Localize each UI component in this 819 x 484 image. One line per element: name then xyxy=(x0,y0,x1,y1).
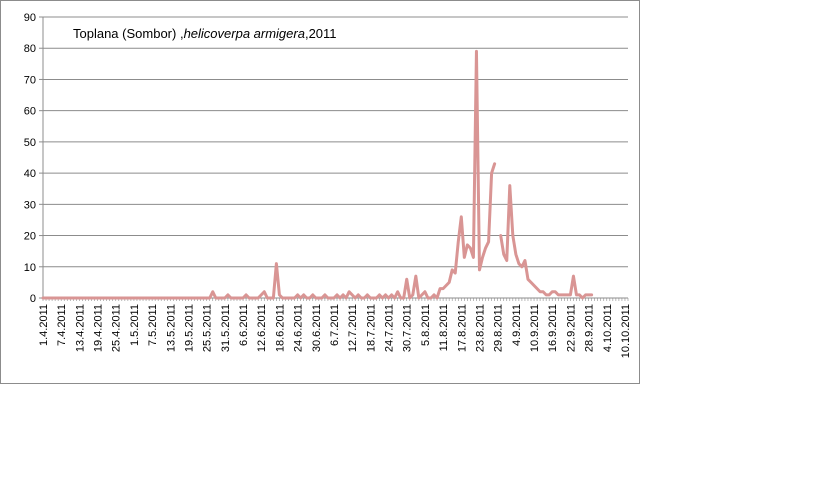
x-tick-label: 5.8.2011 xyxy=(420,304,432,346)
x-tick-label: 23.8.2011 xyxy=(474,304,486,352)
y-tick-label: 80 xyxy=(24,43,36,55)
y-tick-label: 70 xyxy=(24,74,36,86)
chart-title-species: helicoverpa armigera xyxy=(184,26,305,41)
y-tick-label: 20 xyxy=(24,231,36,243)
chart-title: Toplana (Sombor) ,helicoverpa armigera,2… xyxy=(73,26,337,41)
x-tick-label: 31.5.2011 xyxy=(220,304,232,352)
x-tick-label: 16.9.2011 xyxy=(547,304,559,352)
y-axis-ticks: 0 10 20 30 40 50 60 70 80 90 xyxy=(24,12,43,305)
x-tick-label: 25.5.2011 xyxy=(202,304,214,352)
x-tick-label: 13.5.2011 xyxy=(165,304,177,352)
chart-frame: 0 10 20 30 40 50 60 70 80 90 1.4.2011 7.4.2011 13.4… xyxy=(0,0,640,384)
x-tick-label: 30.6.2011 xyxy=(311,304,323,352)
y-tick-label: 40 xyxy=(24,168,36,180)
x-tick-label: 4.10.2011 xyxy=(602,304,614,352)
y-tick-label: 60 xyxy=(24,106,36,118)
x-tick-label: 10.9.2011 xyxy=(529,304,541,352)
x-tick-label: 29.8.2011 xyxy=(493,304,505,352)
x-tick-label: 1.5.2011 xyxy=(129,304,141,346)
x-tick-label: 7.5.2011 xyxy=(147,304,159,346)
series-line xyxy=(499,184,594,300)
x-tick-label: 6.6.2011 xyxy=(238,304,250,346)
x-tick-label: 13.4.2011 xyxy=(74,304,86,352)
x-tick-label: 24.7.2011 xyxy=(384,304,396,352)
x-tick-label: 7.4.2011 xyxy=(56,304,68,346)
x-tick-label: 19.5.2011 xyxy=(183,304,195,352)
x-tick-label: 17.8.2011 xyxy=(456,304,468,352)
y-tick-label: 30 xyxy=(24,199,36,211)
x-tick-label: 12.7.2011 xyxy=(347,304,359,352)
x-axis: 1.4.2011 7.4.2011 13.4.2011 19.4.2011 25.4.2… xyxy=(38,17,632,358)
x-tick-label: 10.10.2011 xyxy=(620,304,632,358)
x-tick-label: 12.6.2011 xyxy=(256,304,268,352)
grid-lines xyxy=(43,16,628,268)
x-tick-label: 6.7.2011 xyxy=(329,304,341,346)
y-tick-label: 90 xyxy=(24,12,36,24)
x-tick-label: 30.7.2011 xyxy=(402,304,414,352)
chart-title-location: Toplana (Sombor) , xyxy=(73,26,184,41)
x-tick-label: 24.6.2011 xyxy=(293,304,305,352)
y-tick-label: 50 xyxy=(24,137,36,149)
x-tick-label: 22.9.2011 xyxy=(565,304,577,352)
x-tick-label: 11.8.2011 xyxy=(438,304,450,351)
chart-title-year: ,2011 xyxy=(305,26,337,41)
x-tick-label: 19.4.2011 xyxy=(93,304,105,352)
y-tick-label: 10 xyxy=(24,262,36,274)
x-tick-label: 4.9.2011 xyxy=(511,304,523,346)
x-tick-label: 18.6.2011 xyxy=(274,304,286,352)
series-line xyxy=(41,49,497,300)
x-tick-label: 28.9.2011 xyxy=(584,304,596,352)
chart-plot: 0 10 20 30 40 50 60 70 80 90 1.4.2011 7.4.2011 13.4… xyxy=(24,12,632,358)
series-lines xyxy=(41,49,594,300)
x-tick-label: 18.7.2011 xyxy=(365,304,377,352)
y-tick-label: 0 xyxy=(30,293,36,305)
x-tick-label: 1.4.2011 xyxy=(38,304,50,346)
x-tick-label: 25.4.2011 xyxy=(111,304,123,352)
